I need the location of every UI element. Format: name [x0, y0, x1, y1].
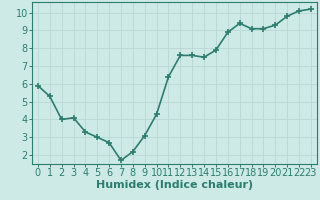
X-axis label: Humidex (Indice chaleur): Humidex (Indice chaleur): [96, 180, 253, 190]
